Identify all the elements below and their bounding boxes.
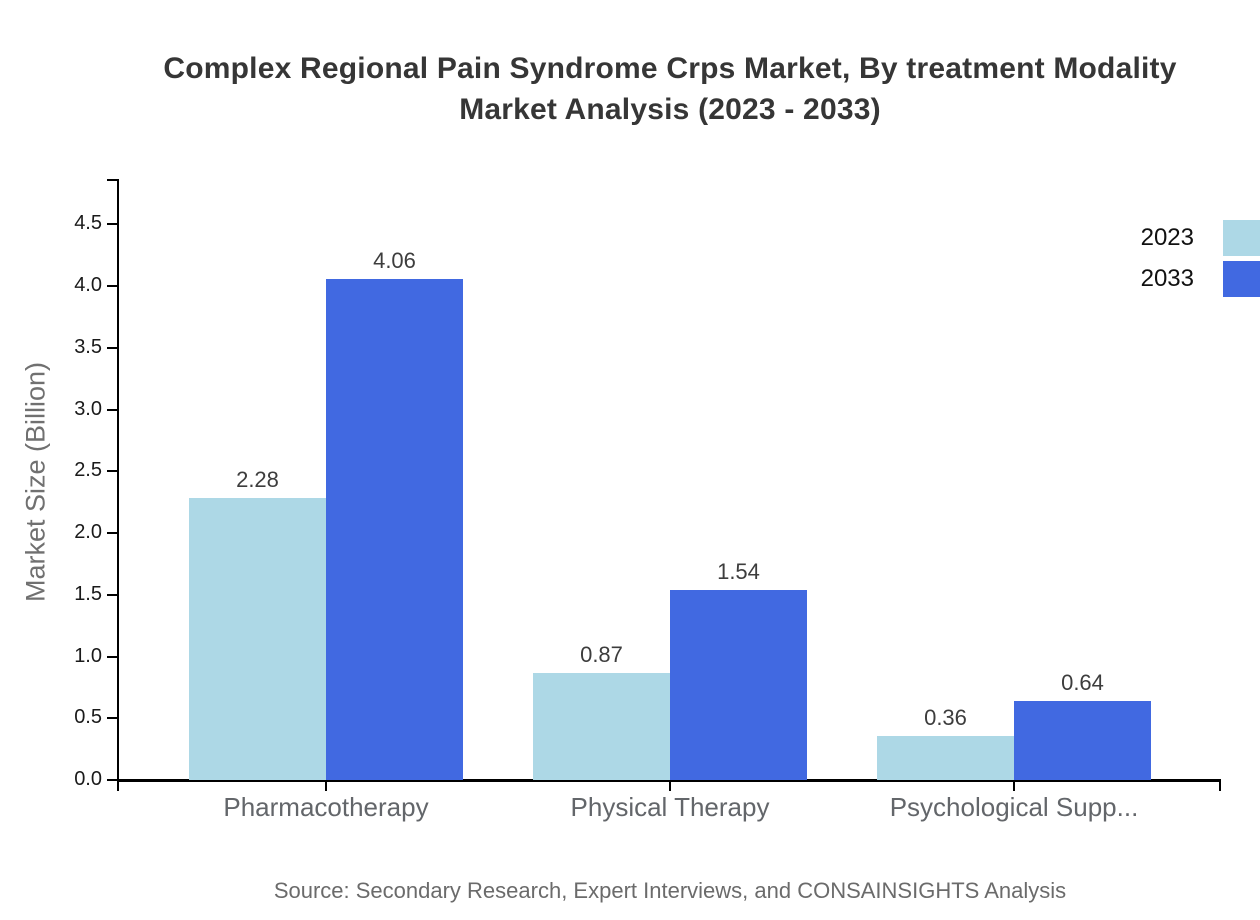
source-note: Source: Secondary Research, Expert Inter… [273,878,1067,903]
x-tick [669,781,671,791]
chart-title: Complex Regional Pain Syndrome Crps Mark… [80,48,1260,130]
y-tick [107,717,117,719]
y-tick-label: 2.5 [74,459,102,481]
y-tick [107,409,117,411]
bar-2023-1 [189,498,326,780]
x-tick-label: Psychological Supp... [889,792,1139,822]
y-tick-label: 1.5 [74,583,102,605]
value-label: 0.36 [924,705,967,730]
x-axis-endcap-tick [1219,780,1221,791]
y-axis-line [117,179,119,791]
y-tick-label: 4.0 [74,274,102,296]
value-label: 4.06 [373,248,416,273]
y-tick [107,656,117,658]
x-tick [1013,781,1015,791]
legend-label-2023: 2023 [1140,224,1194,251]
y-tick-label: 0.0 [74,768,102,790]
bar-2033-2 [670,590,807,780]
y-tick-label: 4.5 [74,212,102,234]
y-tick-label: 2.0 [74,521,102,543]
y-tick [107,347,117,349]
bar-2033-3 [1014,701,1151,780]
y-tick [107,470,117,472]
y-tick [107,594,117,596]
value-label: 0.87 [580,642,623,667]
x-tick-label: Pharmacotherapy [223,792,429,822]
legend-label-2033: 2033 [1140,265,1194,292]
bar-2033-1 [326,279,463,780]
y-tick [107,532,117,534]
y-tick-label: 3.0 [74,398,102,420]
y-axis-endcap-tick [107,179,117,181]
x-tick [325,781,327,791]
legend-swatch-2023 [1223,220,1260,256]
y-tick-label: 0.5 [74,706,102,728]
bar-2023-2 [533,673,670,780]
bar-2023-3 [877,736,1014,780]
legend-swatch-2033 [1223,261,1260,297]
value-label: 0.64 [1061,670,1104,695]
y-tick-label: 3.5 [74,336,102,358]
chart-title-line1: Complex Regional Pain Syndrome Crps Mark… [163,52,1177,85]
chart-title-line2: Market Analysis (2023 - 2033) [459,93,881,126]
y-tick-label: 1.0 [74,645,102,667]
value-label: 2.28 [236,467,279,492]
value-label: 1.54 [717,559,760,584]
x-tick-label: Physical Therapy [570,792,770,822]
y-tick [107,223,117,225]
y-tick [107,779,117,781]
x-axis-line [117,779,1221,782]
y-tick [107,285,117,287]
